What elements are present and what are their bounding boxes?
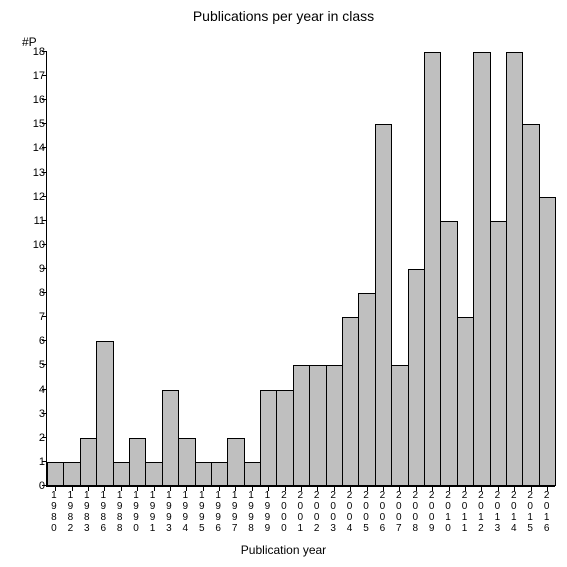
x-tick-label: 2005 — [358, 490, 374, 537]
x-tick-label: 1990 — [128, 490, 144, 537]
bar — [211, 462, 228, 486]
x-tick-label: 2007 — [391, 490, 407, 537]
x-tick-label: 1980 — [46, 490, 62, 537]
bar — [391, 365, 408, 486]
bar — [440, 221, 457, 486]
x-tick-label: 2002 — [309, 490, 325, 537]
bar — [227, 438, 244, 486]
bar — [244, 462, 261, 486]
bar — [47, 462, 64, 486]
bar — [162, 390, 179, 486]
bars-group — [47, 52, 555, 486]
y-tick-label: 15 — [15, 118, 45, 130]
bar — [358, 293, 375, 486]
y-tick-label: 10 — [15, 239, 45, 251]
bar — [473, 52, 490, 486]
x-tick-label: 2009 — [424, 490, 440, 537]
y-tick-label: 3 — [15, 408, 45, 420]
y-tick-label: 12 — [15, 191, 45, 203]
x-tick-label: 1995 — [194, 490, 210, 537]
bar — [178, 438, 195, 486]
x-tick-label: 2000 — [276, 490, 292, 537]
x-tick-label: 2011 — [457, 490, 473, 537]
y-tick-label: 5 — [15, 359, 45, 371]
x-tick-label: 1993 — [161, 490, 177, 537]
bar — [260, 390, 277, 486]
bar — [113, 462, 130, 486]
bar — [506, 52, 523, 486]
x-tick-label: 1997 — [227, 490, 243, 537]
y-tick-label: 8 — [15, 287, 45, 299]
x-tick-label: 2015 — [522, 490, 538, 537]
x-tick-label: 1994 — [177, 490, 193, 537]
y-tick-label: 17 — [15, 70, 45, 82]
y-tick-label: 0 — [15, 480, 45, 492]
x-tick-label: 2004 — [342, 490, 358, 537]
bar — [80, 438, 97, 486]
plot-area: 0123456789101112131415161718 — [46, 52, 555, 487]
y-tick-label: 1 — [15, 456, 45, 468]
bar — [490, 221, 507, 486]
bar — [293, 365, 310, 486]
bar — [539, 197, 556, 486]
x-tick-label: 1996 — [210, 490, 226, 537]
bar — [326, 365, 343, 486]
y-tick-label: 4 — [15, 384, 45, 396]
bar — [457, 317, 474, 486]
bar — [129, 438, 146, 486]
x-tick-label: 2001 — [292, 490, 308, 537]
x-tick-label: 2010 — [440, 490, 456, 537]
x-tick-label: 2003 — [325, 490, 341, 537]
x-tick-label: 2013 — [489, 490, 505, 537]
y-tick-label: 2 — [15, 432, 45, 444]
y-tick-label: 11 — [15, 215, 45, 227]
bar — [276, 390, 293, 486]
x-tick-label: 1998 — [243, 490, 259, 537]
x-tick-label: 2008 — [407, 490, 423, 537]
bar — [63, 462, 80, 486]
bar — [145, 462, 162, 486]
bar — [424, 52, 441, 486]
x-tick-label: 1988 — [112, 490, 128, 537]
x-tick-label: 1983 — [79, 490, 95, 537]
bar — [309, 365, 326, 486]
bar — [522, 124, 539, 486]
chart-container: Publications per year in class #P 012345… — [0, 0, 567, 567]
y-tick-label: 13 — [15, 167, 45, 179]
y-tick-label: 18 — [15, 46, 45, 58]
x-tick-label: 1982 — [62, 490, 78, 537]
chart-title: Publications per year in class — [0, 8, 567, 24]
x-labels-group: 1980198219831986198819901991199319941995… — [46, 490, 555, 537]
x-tick-label: 2006 — [374, 490, 390, 537]
y-tick-label: 9 — [15, 263, 45, 275]
x-tick-label: 2014 — [506, 490, 522, 537]
x-tick-label: 1999 — [259, 490, 275, 537]
y-tick-label: 6 — [15, 335, 45, 347]
bar — [96, 341, 113, 486]
y-tick-label: 16 — [15, 94, 45, 106]
x-tick-label: 1986 — [95, 490, 111, 537]
bar — [195, 462, 212, 486]
x-tick-label: 1991 — [145, 490, 161, 537]
bar — [375, 124, 392, 486]
bar — [342, 317, 359, 486]
bar — [408, 269, 425, 486]
y-tick-label: 14 — [15, 142, 45, 154]
x-tick-label: 2012 — [473, 490, 489, 537]
x-axis-label: Publication year — [0, 543, 567, 557]
x-tick-label: 2016 — [539, 490, 555, 537]
y-tick-label: 7 — [15, 311, 45, 323]
